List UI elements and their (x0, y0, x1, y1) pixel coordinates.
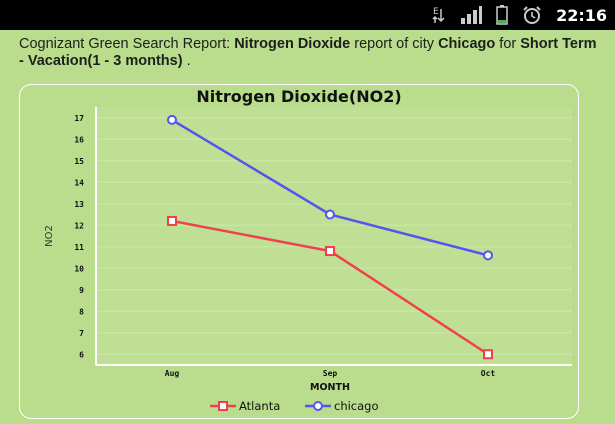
data-point-chicago (325, 209, 335, 220)
clock: 22:16 (556, 5, 607, 25)
y-tick-label: 13 (74, 200, 84, 209)
y-tick-label: 10 (74, 264, 84, 273)
alarm-icon (522, 5, 542, 25)
report-term: Short Term - Vacation(1 - 3 months) (19, 36, 597, 69)
y-tick-label: 17 (74, 114, 84, 123)
svg-text:E: E (433, 7, 439, 17)
report-middle: report of city (350, 36, 439, 52)
chart-panel: Nitrogen Dioxide(NO2) 6 7 8 9 10 11 12 13 14 15 16… (19, 84, 579, 419)
no2-line-chart: 6 7 8 9 10 11 12 13 14 15 16 17 Aug Sep Oct MONTH NO2 Atl… (44, 107, 572, 413)
y-tick-label: 6 (79, 350, 84, 359)
data-point-chicago (483, 250, 493, 261)
report-city: Chicago (438, 36, 496, 52)
data-point-atlanta (325, 246, 335, 257)
y-tick-label: 15 (74, 157, 84, 166)
x-tick-label: Oct (481, 369, 496, 378)
chart-title: Nitrogen Dioxide(NO2) (196, 87, 402, 106)
y-tick-label: 16 (74, 135, 84, 144)
data-point-atlanta (483, 349, 493, 360)
report-suffix: for (495, 36, 521, 52)
legend-swatch-marker (313, 401, 323, 411)
legend-label: Atlanta (239, 399, 280, 413)
y-tick-label: 9 (79, 286, 84, 295)
y-axis-label: NO2 (44, 225, 55, 247)
report-pollutant: Nitrogen Dioxide (234, 36, 351, 52)
legend-swatch-marker (218, 401, 228, 411)
y-tick-label: 14 (74, 178, 84, 187)
data-point-atlanta (167, 215, 177, 226)
plot-area (96, 107, 572, 365)
battery-icon (496, 5, 508, 25)
data-transfer-icon: E (432, 5, 446, 25)
report-prefix: Cognizant Green Search Report: (19, 36, 235, 52)
legend-label: chicago (334, 399, 379, 413)
y-tick-label: 8 (79, 307, 84, 316)
y-tick-label: 11 (74, 243, 84, 252)
y-tick-label: 12 (74, 221, 84, 230)
report-header: Cognizant Green Search Report: Nitrogen … (19, 36, 604, 70)
x-tick-label: Aug (165, 369, 180, 378)
y-tick-label: 7 (79, 329, 84, 338)
signal-icon (460, 6, 483, 24)
x-tick-label: Sep (323, 369, 338, 378)
data-point-chicago (167, 114, 177, 125)
x-axis-label: MONTH (310, 382, 350, 393)
status-bar: E 22 (0, 0, 615, 30)
report-end: . (182, 53, 191, 69)
